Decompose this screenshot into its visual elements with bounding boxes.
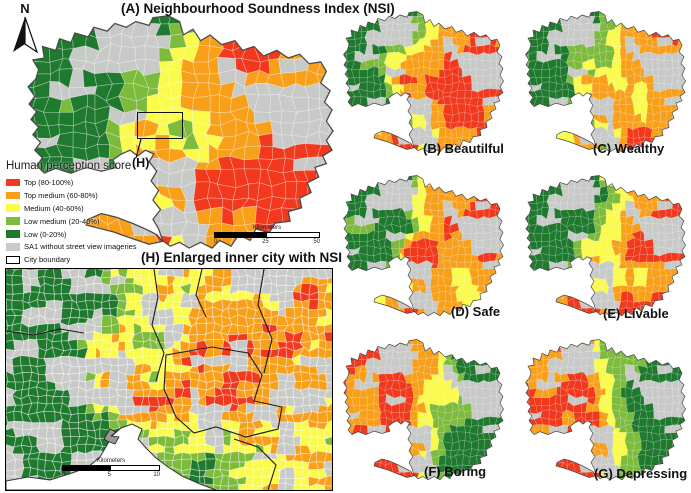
scalebar-inner: Kilometers 0 5 10 bbox=[62, 458, 160, 479]
panel-a-title: (A) Neighbourhood Soundness Index (NSI) bbox=[121, 1, 395, 16]
class-color-swatch bbox=[6, 243, 20, 251]
legend-item-label: Top medium (60-80%) bbox=[24, 190, 98, 200]
legend-item-label: Top (80-100%) bbox=[24, 177, 74, 187]
scalebar-main-ticks: 0 25 50 bbox=[214, 239, 320, 245]
legend-item: Medium (40-60%) bbox=[6, 202, 166, 215]
legend-item: Low (0-20%) bbox=[6, 228, 166, 241]
map-b-beautiful bbox=[343, 11, 504, 153]
legend-title: Human perception score bbox=[6, 160, 132, 172]
map-a-nsi bbox=[27, 15, 334, 249]
class-color-swatch bbox=[6, 217, 20, 225]
legend-item-label: SA1 without street view imageries bbox=[24, 242, 137, 252]
class-color-swatch bbox=[6, 191, 20, 200]
legend-rows: Top (80-100%) Top medium (60-80%) Medium (… bbox=[6, 176, 166, 266]
panel-c-label: (C) Wealthy bbox=[593, 141, 665, 156]
scalebar-main-title: Kilometers bbox=[252, 225, 282, 231]
north-arrow-icon bbox=[13, 16, 39, 54]
panel-f-label: (F) Boring bbox=[424, 464, 487, 479]
legend-item: SA1 without street view imageries bbox=[6, 240, 166, 253]
legend-item: Top medium (60-80%) bbox=[6, 189, 166, 202]
map-f-boring bbox=[343, 339, 504, 481]
north-label: N bbox=[20, 1, 30, 16]
legend-item-label: Low (0-20%) bbox=[24, 229, 67, 239]
scalebar-inner-title: Kilometers bbox=[96, 458, 126, 464]
callout-h-label: (H) bbox=[132, 156, 150, 170]
class-color-swatch bbox=[6, 230, 20, 238]
panel-h-title: (H) Enlarged inner city with NSI bbox=[141, 250, 343, 265]
legend: Human perception score Top (80-100%) Top … bbox=[6, 160, 166, 266]
legend-item-label: Low medium (20-40%) bbox=[24, 216, 100, 226]
legend-item-label: Medium (40-60%) bbox=[24, 203, 84, 213]
legend-item: Top (80-100%) bbox=[6, 176, 166, 189]
scalebar-inner-ticks: 0 5 10 bbox=[62, 472, 160, 478]
panel-e-label: (E) Livable bbox=[603, 306, 669, 321]
panel-d-label: (D) Safe bbox=[451, 304, 501, 319]
inner-city-extent-rect bbox=[137, 112, 183, 139]
scalebar-inner-bar bbox=[62, 465, 160, 471]
map-h-frame bbox=[0, 258, 345, 493]
map-h-inner-city bbox=[0, 258, 345, 493]
panel-b-label: (B) Beautilful bbox=[423, 141, 504, 156]
class-color-swatch bbox=[6, 204, 20, 212]
map-d-safe bbox=[343, 175, 504, 317]
map-e-livable bbox=[525, 175, 686, 317]
north-arrow: N bbox=[8, 1, 42, 60]
map-g-depressing bbox=[525, 339, 686, 481]
panel-g-label: (G) Depressing bbox=[594, 466, 688, 481]
callout-leader-line bbox=[135, 138, 142, 159]
city-boundary-swatch bbox=[6, 255, 20, 265]
scalebar-main-bar bbox=[214, 232, 320, 238]
class-color-swatch bbox=[6, 178, 20, 187]
legend-item-label: City boundary bbox=[24, 255, 71, 265]
map-c-wealthy bbox=[525, 11, 686, 153]
legend-item: City boundary bbox=[6, 253, 166, 266]
scalebar-main: Kilometers 0 25 50 bbox=[214, 225, 320, 246]
legend-item: Low medium (20-40%) bbox=[6, 215, 166, 228]
